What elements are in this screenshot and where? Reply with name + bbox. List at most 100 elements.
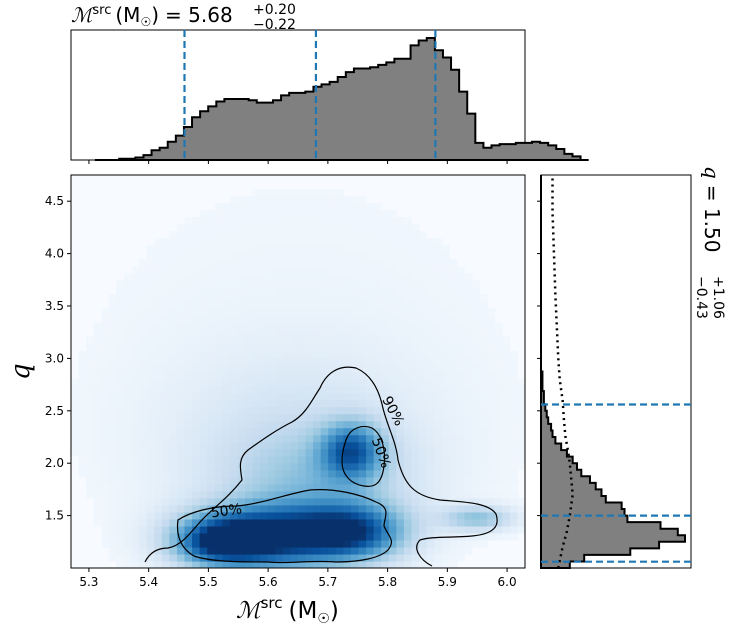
density-cell bbox=[192, 434, 201, 443]
density-cell bbox=[192, 511, 201, 520]
density-cell bbox=[252, 245, 261, 253]
density-cell bbox=[373, 273, 382, 281]
density-cell bbox=[169, 364, 178, 373]
density-cell bbox=[260, 476, 269, 485]
density-cell bbox=[464, 329, 473, 338]
density-cell bbox=[86, 455, 95, 464]
density-cell bbox=[108, 357, 117, 366]
density-cell bbox=[456, 343, 466, 352]
density-cell bbox=[176, 238, 186, 246]
density-cell bbox=[411, 448, 420, 457]
density-cell bbox=[282, 287, 292, 295]
density-cell bbox=[411, 315, 420, 323]
density-cell bbox=[222, 462, 231, 471]
density-cell bbox=[305, 518, 314, 527]
density-cell bbox=[184, 427, 193, 436]
density-cell bbox=[426, 252, 435, 260]
density-cell bbox=[335, 301, 344, 309]
density-cell bbox=[502, 378, 511, 387]
density-cell bbox=[328, 252, 337, 260]
density-cell bbox=[298, 273, 307, 281]
density-cell bbox=[449, 462, 458, 471]
density-cell bbox=[373, 287, 382, 295]
density-cell bbox=[267, 413, 276, 422]
density-cell bbox=[381, 532, 390, 541]
density-cell bbox=[199, 301, 208, 309]
density-cell bbox=[237, 434, 246, 443]
density-cell bbox=[328, 560, 337, 568]
density-cell bbox=[184, 371, 193, 380]
density-cell bbox=[426, 350, 435, 359]
density-cell bbox=[434, 483, 443, 492]
density-cell bbox=[366, 560, 375, 568]
density-cell bbox=[169, 399, 178, 408]
density-cell bbox=[184, 553, 193, 562]
density-cell bbox=[139, 539, 148, 548]
density-cell bbox=[108, 392, 117, 401]
density-cell bbox=[290, 189, 299, 197]
density-cell bbox=[207, 329, 216, 338]
density-cell bbox=[282, 294, 292, 302]
density-cell bbox=[267, 315, 276, 323]
density-cell bbox=[320, 217, 329, 225]
density-cell bbox=[86, 441, 95, 450]
x-tick-label: 5.6 bbox=[259, 575, 278, 589]
density-cell bbox=[229, 294, 239, 302]
density-cell bbox=[388, 217, 397, 225]
density-cell bbox=[101, 364, 110, 373]
density-cell bbox=[154, 483, 163, 492]
density-cell bbox=[358, 196, 367, 204]
density-cell bbox=[350, 357, 360, 366]
density-cell bbox=[313, 511, 322, 520]
density-cell bbox=[388, 546, 397, 555]
density-cell bbox=[509, 518, 519, 527]
density-cell bbox=[366, 399, 375, 408]
density-cell bbox=[245, 462, 254, 471]
density-cell bbox=[192, 385, 201, 394]
density-cell bbox=[222, 308, 231, 316]
density-cell bbox=[343, 455, 352, 464]
density-cell bbox=[93, 483, 102, 492]
density-cell bbox=[403, 525, 413, 534]
density-cell bbox=[396, 364, 405, 373]
density-cell bbox=[229, 490, 239, 499]
density-cell bbox=[199, 553, 208, 562]
density-cell bbox=[192, 329, 201, 338]
density-cell bbox=[139, 441, 148, 450]
density-cell bbox=[343, 385, 352, 394]
density-cell bbox=[381, 273, 390, 281]
density-cell bbox=[381, 364, 390, 373]
density-cell bbox=[373, 413, 382, 422]
density-cell bbox=[472, 518, 481, 527]
density-cell bbox=[358, 364, 367, 373]
density-cell bbox=[502, 490, 511, 499]
density-cell bbox=[464, 497, 473, 506]
density-cell bbox=[260, 385, 269, 394]
density-cell bbox=[252, 455, 261, 464]
density-cell bbox=[101, 448, 110, 457]
density-cell bbox=[192, 336, 201, 345]
density-cell bbox=[494, 469, 503, 478]
density-cell bbox=[502, 343, 511, 352]
density-cell bbox=[358, 406, 367, 415]
density-cell bbox=[154, 553, 163, 562]
density-cell bbox=[509, 476, 519, 485]
density-cell bbox=[252, 329, 261, 338]
density-cell bbox=[108, 406, 117, 415]
density-cell bbox=[366, 441, 375, 450]
density-cell bbox=[146, 273, 155, 281]
density-cell bbox=[260, 231, 269, 239]
density-cell bbox=[426, 483, 435, 492]
density-cell bbox=[298, 294, 307, 302]
density-cell bbox=[426, 511, 435, 520]
density-cell bbox=[101, 308, 110, 316]
density-cell bbox=[146, 546, 155, 555]
density-cell bbox=[214, 553, 223, 562]
density-cell bbox=[78, 364, 87, 373]
density-cell bbox=[343, 315, 352, 323]
density-cell bbox=[229, 280, 239, 288]
density-cell bbox=[350, 315, 360, 323]
density-cell bbox=[260, 287, 269, 295]
density-cell bbox=[290, 448, 299, 457]
density-cell bbox=[245, 308, 254, 316]
